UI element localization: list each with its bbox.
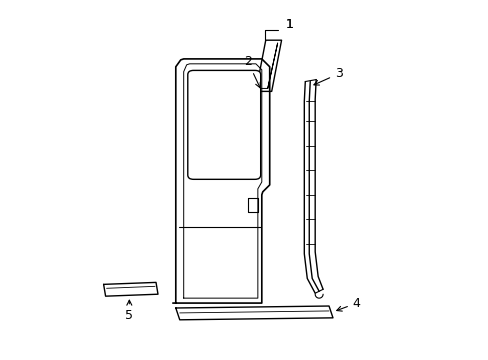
FancyBboxPatch shape xyxy=(187,71,260,179)
Text: 2: 2 xyxy=(244,55,260,88)
Text: 4: 4 xyxy=(336,297,360,311)
Text: 5: 5 xyxy=(125,300,133,322)
Text: 3: 3 xyxy=(313,67,342,85)
Text: 1: 1 xyxy=(285,18,293,31)
Text: 1: 1 xyxy=(285,18,293,31)
